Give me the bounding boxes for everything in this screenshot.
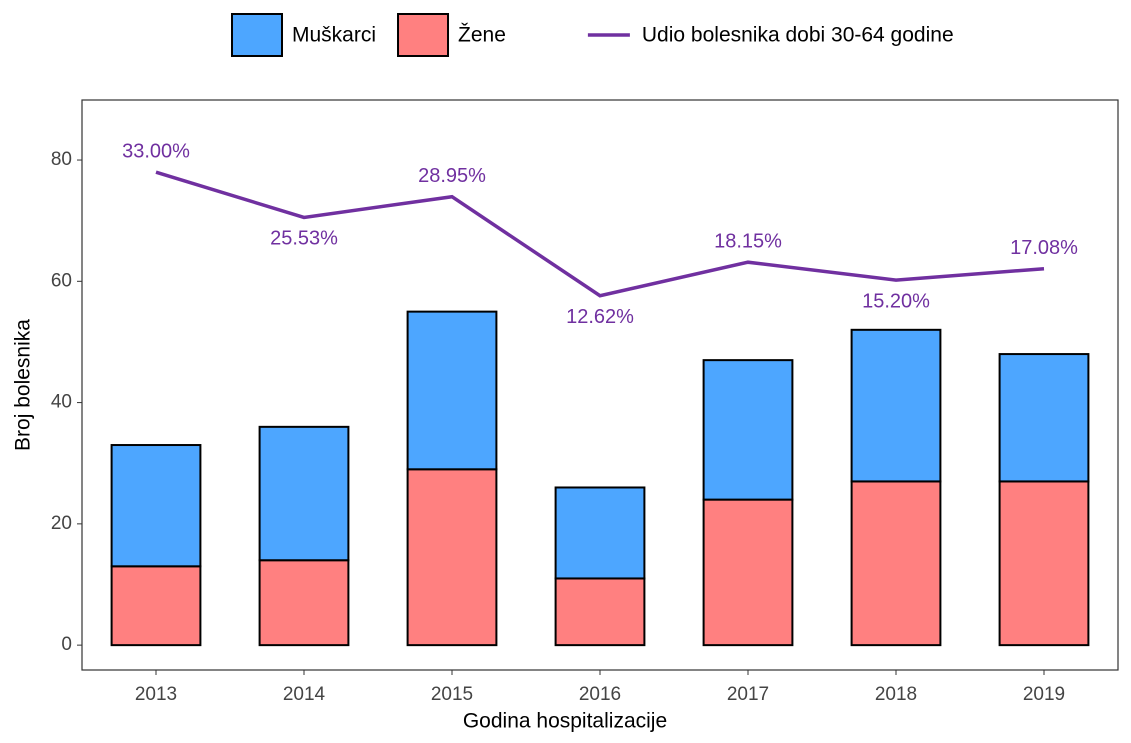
x-tick-label: 2016 (579, 684, 621, 705)
legend-label: Žene (458, 24, 506, 47)
legend-label: Muškarci (292, 24, 376, 47)
bar (850, 328, 942, 483)
bar (702, 359, 794, 501)
legend-label: Udio bolesnika dobi 30-64 godine (642, 24, 954, 47)
x-tick-label: 2015 (431, 684, 473, 705)
x-tick-label: 2014 (283, 684, 326, 705)
bar (850, 480, 942, 647)
y-tick-label: 80 (51, 149, 72, 170)
data-label: 18.15% (714, 230, 782, 252)
bar (554, 577, 646, 647)
bar (258, 559, 350, 647)
x-tick-label: 2019 (1023, 684, 1065, 705)
data-label: 33.00% (122, 140, 190, 162)
bar (998, 480, 1090, 647)
bar (110, 565, 202, 647)
data-label: 17.08% (1010, 237, 1078, 259)
data-label: 25.53% (270, 228, 338, 250)
y-tick-label: 0 (61, 634, 72, 655)
bar (258, 425, 350, 562)
bar (406, 468, 498, 647)
y-tick-label: 40 (51, 392, 72, 413)
legend-swatch (397, 13, 450, 57)
line (155, 170, 1045, 298)
x-axis-title: Godina hospitalizacije (463, 710, 667, 733)
bar (110, 444, 202, 568)
data-label: 15.20% (862, 290, 930, 312)
data-label: 12.62% (566, 306, 634, 328)
y-axis-title: Broj bolesnika (12, 319, 35, 451)
data-label: 28.95% (418, 165, 486, 187)
x-tick-label: 2018 (875, 684, 917, 705)
x-tick-label: 2013 (135, 684, 177, 705)
y-tick-label: 20 (51, 513, 72, 534)
legend-swatch (231, 13, 283, 57)
bar (998, 353, 1090, 483)
bar (406, 310, 498, 471)
bar (554, 486, 646, 580)
bar (702, 498, 794, 647)
x-tick-label: 2017 (727, 684, 769, 705)
y-tick-label: 60 (51, 270, 72, 291)
